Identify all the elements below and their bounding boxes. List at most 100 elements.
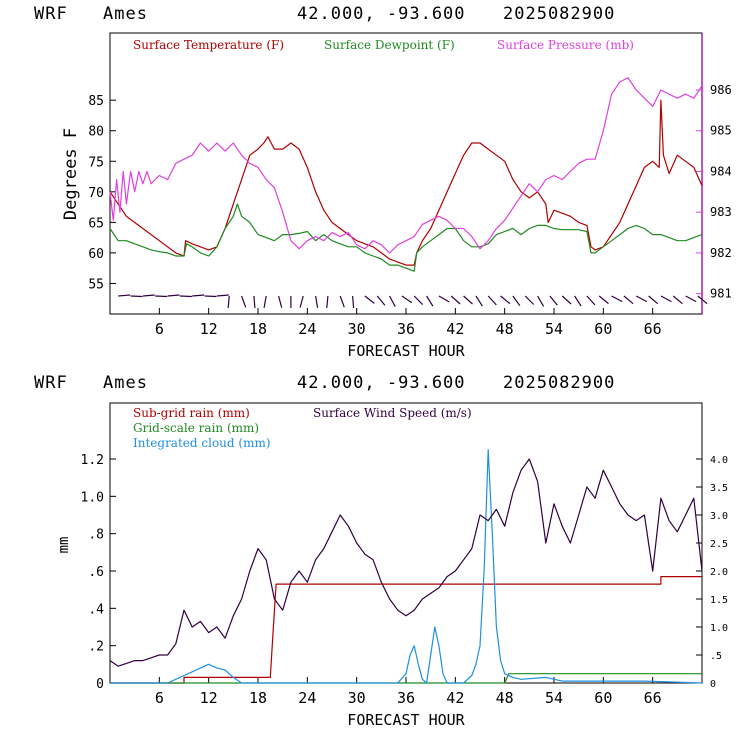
wind-barb-460 — [487, 295, 497, 306]
y-tick-label-0.4: .4 — [88, 602, 104, 617]
wind-barb-565 — [574, 295, 582, 307]
x-tick-label-24: 24 — [298, 689, 316, 707]
y2-tick-label-981: 981 — [710, 287, 732, 301]
y2-tick-label-0: 0 — [710, 679, 716, 690]
x-tick-label-12: 12 — [200, 689, 218, 707]
bottom-x-axis-label: FORECAST HOUR — [347, 711, 465, 729]
x-tick-label-12: 12 — [200, 320, 218, 338]
wind-barb-25 — [130, 295, 143, 298]
wind-barb-700 — [685, 295, 697, 303]
x-tick-label-60: 60 — [594, 320, 612, 338]
y-tick-label-80: 80 — [88, 125, 104, 140]
top-header-coords: 42.000, -93.600 — [297, 4, 466, 24]
y2-tick-label-985: 985 — [710, 124, 732, 138]
y-tick-label-65: 65 — [88, 216, 104, 231]
y2-tick-label-2: 2.0 — [710, 567, 728, 578]
y2-tick-label-1: 1.0 — [710, 623, 728, 634]
wind-barb-190 — [263, 295, 267, 308]
y-tick-label-0.6: .6 — [88, 565, 104, 580]
wind-barbs — [118, 294, 708, 309]
wind-barb-685 — [672, 295, 683, 305]
series-line-2 — [109, 77, 703, 254]
y2-tick-label-4: 4.0 — [710, 455, 728, 466]
x-tick-label-60: 60 — [594, 689, 612, 707]
wind-barb-595 — [598, 295, 609, 305]
y-tick-label-70: 70 — [88, 186, 104, 201]
x-tick-label-48: 48 — [496, 320, 514, 338]
x-tick-label-42: 42 — [446, 320, 464, 338]
wind-barb-415 — [450, 295, 461, 305]
top-right-axis-line — [702, 33, 703, 314]
wind-barb-580 — [586, 295, 596, 306]
x-tick-label-6: 6 — [155, 689, 164, 707]
wind-barb-445 — [475, 295, 483, 307]
wind-barb-205 — [278, 295, 283, 308]
legend-dewpoint: Surface Dewpoint (F) — [324, 38, 455, 52]
bottom-header-init: 2025082900 — [503, 373, 616, 393]
bottom-header-model: WRF — [34, 373, 68, 393]
y-tick-label-1: 1.0 — [81, 490, 104, 505]
wind-barb-235 — [299, 295, 304, 308]
legend-temperature: Surface Temperature (F) — [133, 38, 285, 52]
wind-barb-85 — [179, 295, 192, 298]
bottom-plot-frame — [109, 402, 703, 684]
legend-subgrid-rain: Sub-grid rain (mm) — [133, 406, 250, 420]
wind-barb-625 — [623, 295, 634, 305]
y-tick-label-60: 60 — [88, 247, 104, 262]
wind-barb-655 — [648, 295, 659, 305]
wind-barb-295 — [352, 295, 355, 309]
bottom-plot: 6 12 18 24 30 36 42 48 54 60 66 0 .2 .4 .6 .8 1.0 1.2 0.… — [56, 402, 728, 729]
x-tick-label-30: 30 — [348, 320, 366, 338]
y2-tick-label-1.5: 1.5 — [710, 595, 728, 606]
series-line-3 — [109, 458, 703, 667]
wind-barb-145 — [227, 295, 230, 309]
legend-wind-speed: Surface Wind Speed (m/s) — [313, 406, 472, 420]
wind-barb-40 — [142, 294, 155, 297]
wind-barb-55 — [155, 295, 168, 298]
series-line-1 — [109, 203, 703, 272]
wind-barb-70 — [167, 294, 180, 297]
top-y-axis-label: Degrees F — [61, 128, 81, 220]
wind-barb-385 — [426, 295, 434, 307]
x-tick-label-54: 54 — [545, 689, 563, 707]
y-tick-label-85: 85 — [88, 94, 104, 109]
wind-barb-475 — [500, 295, 511, 305]
top-header-model: WRF — [34, 4, 68, 24]
wind-barb-520 — [537, 295, 545, 307]
wind-barb-715 — [697, 295, 708, 305]
x-tick-label-24: 24 — [298, 320, 316, 338]
wind-barb-325 — [376, 295, 386, 306]
wind-barb-280 — [339, 295, 345, 308]
wind-barb-265 — [326, 295, 329, 309]
y-tick-label-55: 55 — [88, 277, 104, 292]
x-tick-label-66: 66 — [644, 689, 662, 707]
legend-integrated-cloud: Integrated cloud (mm) — [133, 436, 271, 450]
wind-barb-610 — [611, 295, 623, 303]
wind-barb-160 — [241, 295, 247, 308]
wind-barb-490 — [512, 295, 521, 307]
top-x-axis-label: FORECAST HOUR — [347, 342, 465, 360]
top-plot-frame — [109, 32, 703, 315]
bottom-y-axis-label: mm — [56, 537, 72, 554]
series-line-2 — [110, 449, 703, 684]
y2-tick-label-982: 982 — [710, 246, 732, 260]
wind-barb-370 — [413, 295, 424, 306]
wind-barb-115 — [204, 295, 217, 298]
legend-gridscale-rain: Grid-scale rain (mm) — [133, 421, 260, 435]
y2-tick-label-3.5: 3.5 — [710, 483, 728, 494]
wind-barb-355 — [401, 295, 413, 304]
wind-barb-550 — [561, 295, 572, 305]
wind-barb-430 — [463, 295, 473, 305]
x-tick-label-18: 18 — [249, 320, 267, 338]
wind-barb-670 — [660, 295, 672, 303]
x-tick-label-48: 48 — [496, 689, 514, 707]
x-tick-label-66: 66 — [644, 320, 662, 338]
wind-barb-130 — [216, 294, 229, 297]
wind-barb-505 — [524, 295, 535, 305]
wind-barb-310 — [364, 295, 375, 304]
y2-tick-label-984: 984 — [710, 164, 732, 178]
wind-barb-10 — [118, 294, 131, 297]
wind-barb-250 — [315, 295, 319, 308]
top-header-site: Ames — [103, 4, 148, 24]
y-tick-label-1.2: 1.2 — [81, 453, 104, 468]
